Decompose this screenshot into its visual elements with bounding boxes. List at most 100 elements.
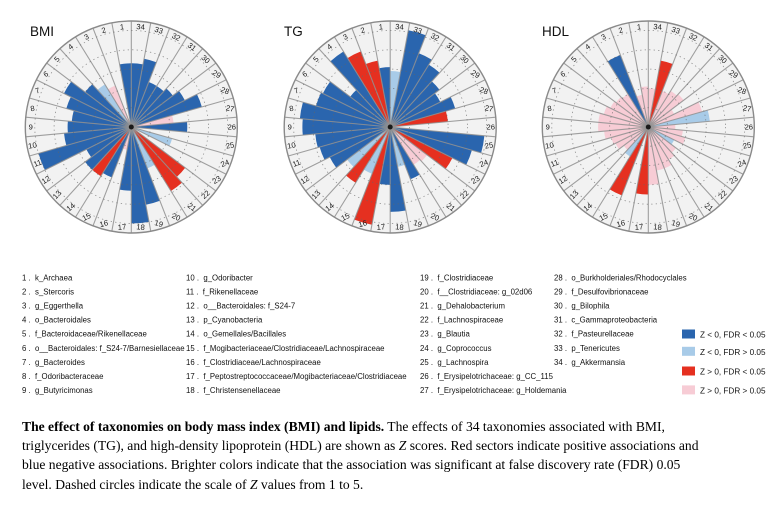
svg-text:11 . f_Rikenellaceae: 11 . f_Rikenellaceae: [186, 288, 258, 297]
svg-text:27: 27: [225, 103, 235, 113]
svg-text:15: 15: [340, 211, 352, 223]
svg-text:12: 12: [299, 174, 311, 186]
svg-text:3: 3: [341, 32, 349, 42]
svg-text:25 . g_Lachnospira: 25 . g_Lachnospira: [420, 358, 489, 367]
svg-text:14 . o_Gemellales/Bacillales: 14 . o_Gemellales/Bacillales: [186, 330, 286, 339]
svg-text:3 . g_Eggerthella: 3 . g_Eggerthella: [22, 302, 84, 311]
svg-text:33: 33: [154, 25, 165, 36]
svg-text:16: 16: [99, 218, 110, 229]
svg-text:5: 5: [311, 55, 321, 64]
svg-text:19: 19: [154, 218, 165, 229]
svg-text:18 . f_Christensenellaceae: 18 . f_Christensenellaceae: [186, 386, 281, 395]
svg-text:34: 34: [653, 22, 662, 32]
svg-text:26: 26: [486, 123, 494, 132]
svg-text:17 . f_Peptostreptococcaceae/: 17 . f_Peptostreptococcaceae/Mogibacteri…: [186, 372, 407, 381]
svg-text:10: 10: [286, 140, 296, 150]
svg-text:34 . g_Akkermansia: 34 . g_Akkermansia: [554, 358, 626, 367]
svg-text:5: 5: [569, 55, 579, 64]
svg-text:8: 8: [30, 104, 36, 114]
svg-text:19: 19: [412, 218, 423, 229]
svg-text:26: 26: [745, 123, 753, 132]
svg-text:TG: TG: [284, 24, 303, 39]
svg-text:22 . f_Lachnospiraceae: 22 . f_Lachnospiraceae: [420, 316, 503, 325]
svg-text:9 . g_Butyricimonas: 9 . g_Butyricimonas: [22, 386, 93, 395]
svg-text:Z > 0, FDR < 0.05: Z > 0, FDR < 0.05: [700, 368, 766, 377]
svg-text:29: 29: [211, 68, 223, 80]
svg-text:9: 9: [288, 123, 292, 132]
svg-text:6: 6: [301, 69, 309, 79]
svg-text:23 . g_Blautia: 23 . g_Blautia: [420, 330, 471, 339]
svg-text:7 . g_Bacteroides: 7 . g_Bacteroides: [22, 358, 85, 367]
svg-text:15: 15: [598, 211, 610, 223]
svg-text:16: 16: [616, 218, 627, 229]
svg-text:Z < 0, FDR < 0.05: Z < 0, FDR < 0.05: [700, 331, 766, 340]
svg-text:30 . g_Bilophila: 30 . g_Bilophila: [554, 302, 610, 311]
svg-text:27: 27: [742, 103, 752, 113]
svg-text:23: 23: [211, 174, 223, 186]
svg-text:19 . f_Clostridiaceae: 19 . f_Clostridiaceae: [420, 274, 493, 283]
svg-text:31 . c_Gammaproteobacteria: 31 . c_Gammaproteobacteria: [554, 316, 658, 325]
svg-text:34: 34: [136, 22, 145, 32]
svg-text:23: 23: [728, 174, 740, 186]
svg-text:25: 25: [742, 140, 752, 150]
svg-text:12 . o__Bacteroidales: f_S24-: 12 . o__Bacteroidales: f_S24-7: [186, 302, 295, 311]
svg-text:15 . f_Mogibacteriaceae/Clost: 15 . f_Mogibacteriaceae/Clostridiaceae/L…: [186, 344, 385, 353]
svg-text:HDL: HDL: [542, 24, 569, 39]
svg-text:20: 20: [687, 211, 699, 223]
svg-text:11: 11: [549, 158, 560, 169]
svg-text:24: 24: [478, 158, 489, 169]
svg-text:24 . g_Coprococcus: 24 . g_Coprococcus: [420, 344, 492, 353]
svg-text:17: 17: [117, 222, 126, 232]
svg-text:24: 24: [736, 158, 747, 169]
svg-text:34: 34: [395, 22, 404, 32]
svg-text:33 . p_Tenericutes: 33 . p_Tenericutes: [554, 344, 620, 353]
svg-text:8: 8: [288, 104, 294, 114]
svg-text:16: 16: [357, 218, 368, 229]
svg-text:8: 8: [547, 104, 553, 114]
svg-text:18: 18: [395, 222, 404, 232]
svg-text:12: 12: [40, 174, 52, 186]
svg-text:1: 1: [378, 22, 383, 31]
svg-text:6 . o__Bacteroidales: f_S24-7: 6 . o__Bacteroidales: f_S24-7/Barnesiell…: [22, 344, 185, 353]
svg-text:6: 6: [559, 69, 567, 79]
svg-text:29 . f_Desulfovibrionaceae: 29 . f_Desulfovibrionaceae: [554, 288, 649, 297]
svg-text:20: 20: [170, 211, 182, 223]
svg-text:1: 1: [636, 22, 641, 31]
svg-text:11: 11: [291, 158, 302, 169]
svg-text:BMI: BMI: [30, 24, 54, 39]
svg-text:Z > 0, FDR > 0.05: Z > 0, FDR > 0.05: [700, 386, 766, 395]
svg-text:12: 12: [557, 174, 569, 186]
svg-text:4: 4: [325, 42, 334, 52]
svg-text:25: 25: [484, 140, 494, 150]
svg-text:2: 2: [359, 25, 366, 35]
svg-text:9: 9: [546, 123, 550, 132]
svg-text:26 . f_Erysipelotrichaceae: g: 26 . f_Erysipelotrichaceae: g_CC_115: [420, 372, 554, 381]
svg-text:1: 1: [119, 22, 124, 31]
svg-text:6: 6: [42, 69, 50, 79]
svg-text:16 . f_Clostridiaceae/Lachnos: 16 . f_Clostridiaceae/Lachnospiraceae: [186, 358, 321, 367]
svg-text:32: 32: [429, 31, 441, 43]
svg-text:26: 26: [228, 123, 236, 132]
svg-text:32: 32: [170, 31, 182, 43]
svg-text:15: 15: [81, 211, 93, 223]
svg-text:33: 33: [671, 25, 682, 36]
svg-text:17: 17: [376, 222, 385, 232]
svg-text:27 . f_Erysipelotrichaceae: g: 27 . f_Erysipelotrichaceae: g_Holdemania: [420, 386, 567, 395]
svg-text:10: 10: [545, 140, 555, 150]
svg-text:20 . f__Clostridiaceae: g_02d: 20 . f__Clostridiaceae: g_02d06: [420, 288, 532, 297]
svg-text:Z < 0, FDR > 0.05: Z < 0, FDR > 0.05: [700, 348, 766, 357]
svg-text:3: 3: [83, 32, 91, 42]
svg-text:19: 19: [671, 218, 682, 229]
svg-text:33: 33: [412, 25, 423, 36]
svg-text:4: 4: [66, 42, 75, 52]
svg-text:32: 32: [687, 31, 699, 43]
svg-text:21 . g_Dehalobacterium: 21 . g_Dehalobacterium: [420, 302, 505, 311]
svg-text:2: 2: [101, 25, 108, 35]
svg-text:7: 7: [34, 86, 41, 96]
svg-text:7: 7: [551, 86, 558, 96]
svg-text:13 . p_Cyanobacteria: 13 . p_Cyanobacteria: [186, 316, 263, 325]
svg-text:11: 11: [32, 158, 43, 169]
svg-text:17: 17: [634, 222, 643, 232]
svg-text:10 . g_Odoribacter: 10 . g_Odoribacter: [186, 274, 253, 283]
svg-text:5 . f_Bacteroidaceae/Rikenell: 5 . f_Bacteroidaceae/Rikenellaceae: [22, 330, 147, 339]
